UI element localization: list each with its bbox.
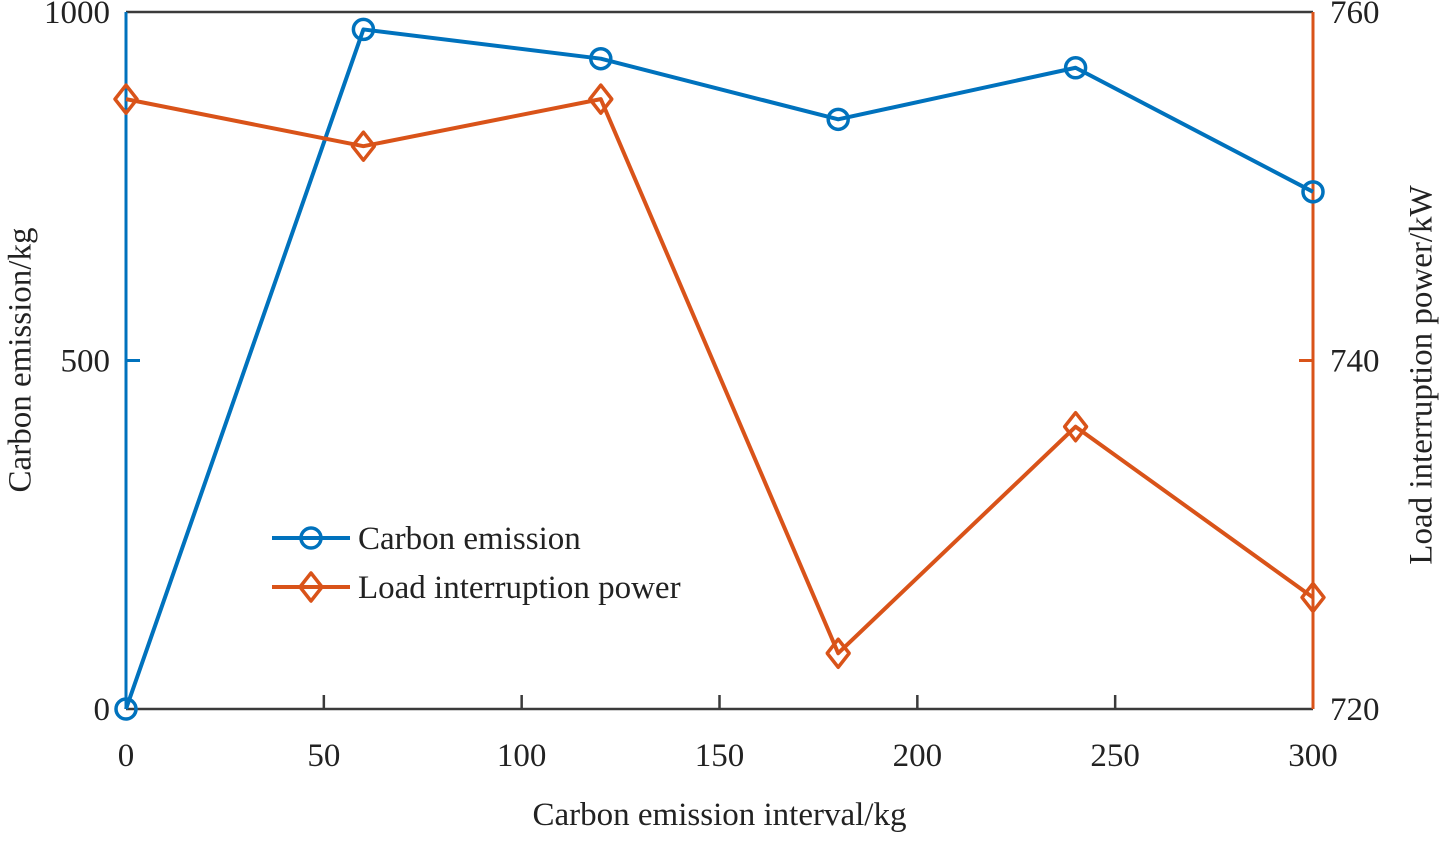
marker-carbon-emission-4	[1063, 56, 1088, 80]
x-tick-label: 250	[1090, 738, 1140, 774]
x-axis-title: Carbon emission interval/kg	[532, 797, 907, 833]
right-y-axis-title: Load interruption power/kW	[1403, 185, 1440, 565]
marker-carbon-emission-5	[1301, 180, 1325, 204]
left-y-tick-label: 1000	[44, 0, 110, 31]
legend-label-load-interruption-power: Load interruption power	[358, 570, 681, 606]
legend-label-carbon-emission: Carbon emission	[358, 521, 581, 557]
series-load-interruption-power-line	[125, 97, 1315, 656]
marker-carbon-emission-3	[826, 107, 850, 132]
marker-load-interruption-power-1	[350, 130, 377, 162]
x-tick-label: 200	[893, 738, 943, 774]
marker-carbon-emission-1	[351, 17, 376, 42]
legend-diamond-icon	[298, 571, 324, 603]
left-y-tick-label: 500	[61, 344, 111, 380]
x-tick-label: 300	[1288, 738, 1338, 774]
marker-load-interruption-power-3	[825, 637, 851, 669]
legend-entry-load-interruption-power: Load interruption power	[272, 570, 681, 606]
right-y-tick-label: 760	[1330, 0, 1380, 31]
marker-load-interruption-power-4	[1062, 410, 1089, 443]
marker-load-interruption-power-2	[588, 83, 614, 115]
legend-circle-icon	[299, 526, 323, 550]
right-y-tick-label: 740	[1330, 344, 1380, 380]
left-y-axis-title: Carbon emission/kg	[2, 227, 39, 493]
x-tick-label: 0	[118, 738, 135, 774]
left-y-tick-label: 0	[94, 692, 111, 728]
marker-carbon-emission-2	[589, 46, 613, 71]
x-tick-label: 50	[307, 738, 340, 774]
legend-entry-carbon-emission: Carbon emission	[272, 521, 581, 557]
series-carbon-emission-line	[124, 27, 1314, 710]
x-tick-label: 100	[497, 738, 547, 774]
x-tick-label: 150	[695, 738, 745, 774]
right-y-tick-label: 720	[1330, 692, 1380, 728]
marker-load-interruption-power-0	[113, 83, 139, 115]
marker-load-interruption-power-5	[1300, 581, 1326, 614]
marker-carbon-emission-0	[114, 697, 138, 721]
